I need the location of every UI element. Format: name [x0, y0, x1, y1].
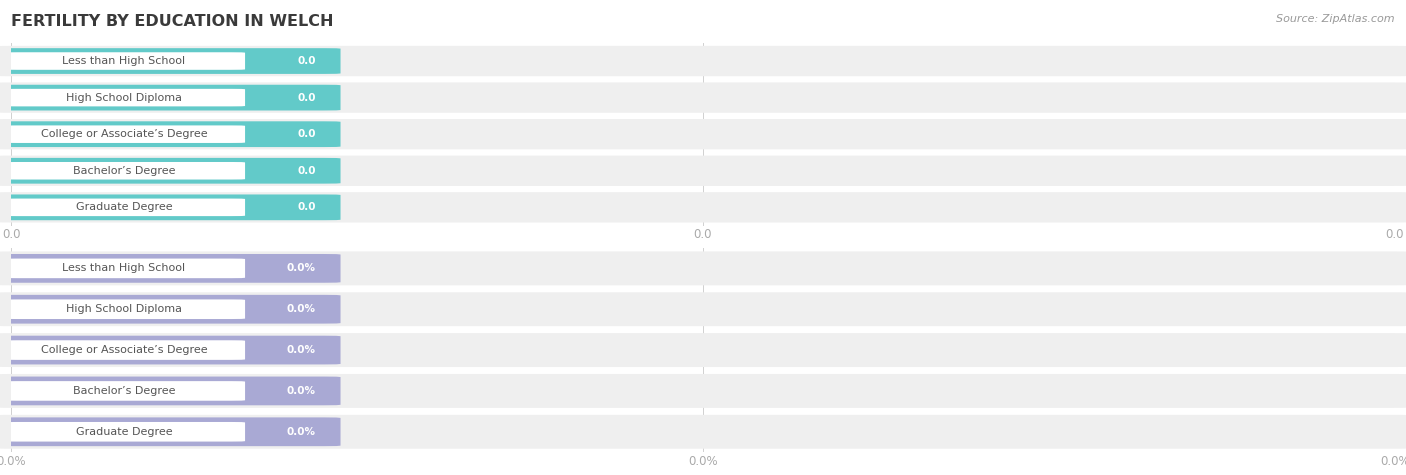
FancyBboxPatch shape — [0, 251, 1406, 285]
FancyBboxPatch shape — [0, 194, 340, 220]
Text: 0.0%: 0.0% — [287, 345, 315, 355]
Text: 0.0%: 0.0% — [287, 427, 315, 437]
Text: 0.0%: 0.0% — [287, 386, 315, 396]
FancyBboxPatch shape — [0, 156, 1406, 186]
FancyBboxPatch shape — [3, 258, 245, 278]
Text: Bachelor’s Degree: Bachelor’s Degree — [73, 386, 176, 396]
FancyBboxPatch shape — [0, 119, 1406, 149]
FancyBboxPatch shape — [0, 83, 1406, 113]
FancyBboxPatch shape — [0, 415, 1406, 449]
FancyBboxPatch shape — [0, 192, 1406, 222]
FancyBboxPatch shape — [0, 295, 340, 323]
FancyBboxPatch shape — [3, 299, 245, 319]
Text: Graduate Degree: Graduate Degree — [76, 427, 173, 437]
Text: 0.0: 0.0 — [297, 166, 315, 176]
Text: 0.0: 0.0 — [297, 202, 315, 212]
Text: 0.0: 0.0 — [297, 129, 315, 139]
Text: 0.0: 0.0 — [297, 56, 315, 66]
Text: 0.0%: 0.0% — [287, 263, 315, 274]
FancyBboxPatch shape — [0, 121, 340, 147]
Text: 0.0: 0.0 — [297, 93, 315, 103]
FancyBboxPatch shape — [3, 381, 245, 401]
Text: FERTILITY BY EDUCATION IN WELCH: FERTILITY BY EDUCATION IN WELCH — [11, 14, 333, 29]
Text: High School Diploma: High School Diploma — [66, 93, 181, 103]
FancyBboxPatch shape — [0, 158, 340, 184]
FancyBboxPatch shape — [0, 374, 1406, 408]
FancyBboxPatch shape — [0, 333, 1406, 367]
Text: Source: ZipAtlas.com: Source: ZipAtlas.com — [1277, 14, 1395, 24]
FancyBboxPatch shape — [3, 125, 245, 143]
FancyBboxPatch shape — [3, 52, 245, 70]
FancyBboxPatch shape — [0, 336, 340, 364]
Text: Graduate Degree: Graduate Degree — [76, 202, 173, 212]
FancyBboxPatch shape — [0, 418, 340, 446]
Text: College or Associate’s Degree: College or Associate’s Degree — [41, 129, 207, 139]
FancyBboxPatch shape — [0, 377, 340, 405]
Text: Bachelor’s Degree: Bachelor’s Degree — [73, 166, 176, 176]
FancyBboxPatch shape — [3, 422, 245, 442]
FancyBboxPatch shape — [0, 292, 1406, 326]
FancyBboxPatch shape — [3, 162, 245, 180]
Text: High School Diploma: High School Diploma — [66, 304, 181, 314]
Text: Less than High School: Less than High School — [62, 56, 186, 66]
FancyBboxPatch shape — [3, 89, 245, 106]
Text: Less than High School: Less than High School — [62, 263, 186, 274]
FancyBboxPatch shape — [3, 340, 245, 360]
FancyBboxPatch shape — [0, 85, 340, 111]
Text: College or Associate’s Degree: College or Associate’s Degree — [41, 345, 207, 355]
FancyBboxPatch shape — [0, 48, 340, 74]
Text: 0.0%: 0.0% — [287, 304, 315, 314]
FancyBboxPatch shape — [0, 254, 340, 283]
FancyBboxPatch shape — [0, 46, 1406, 76]
FancyBboxPatch shape — [3, 199, 245, 216]
